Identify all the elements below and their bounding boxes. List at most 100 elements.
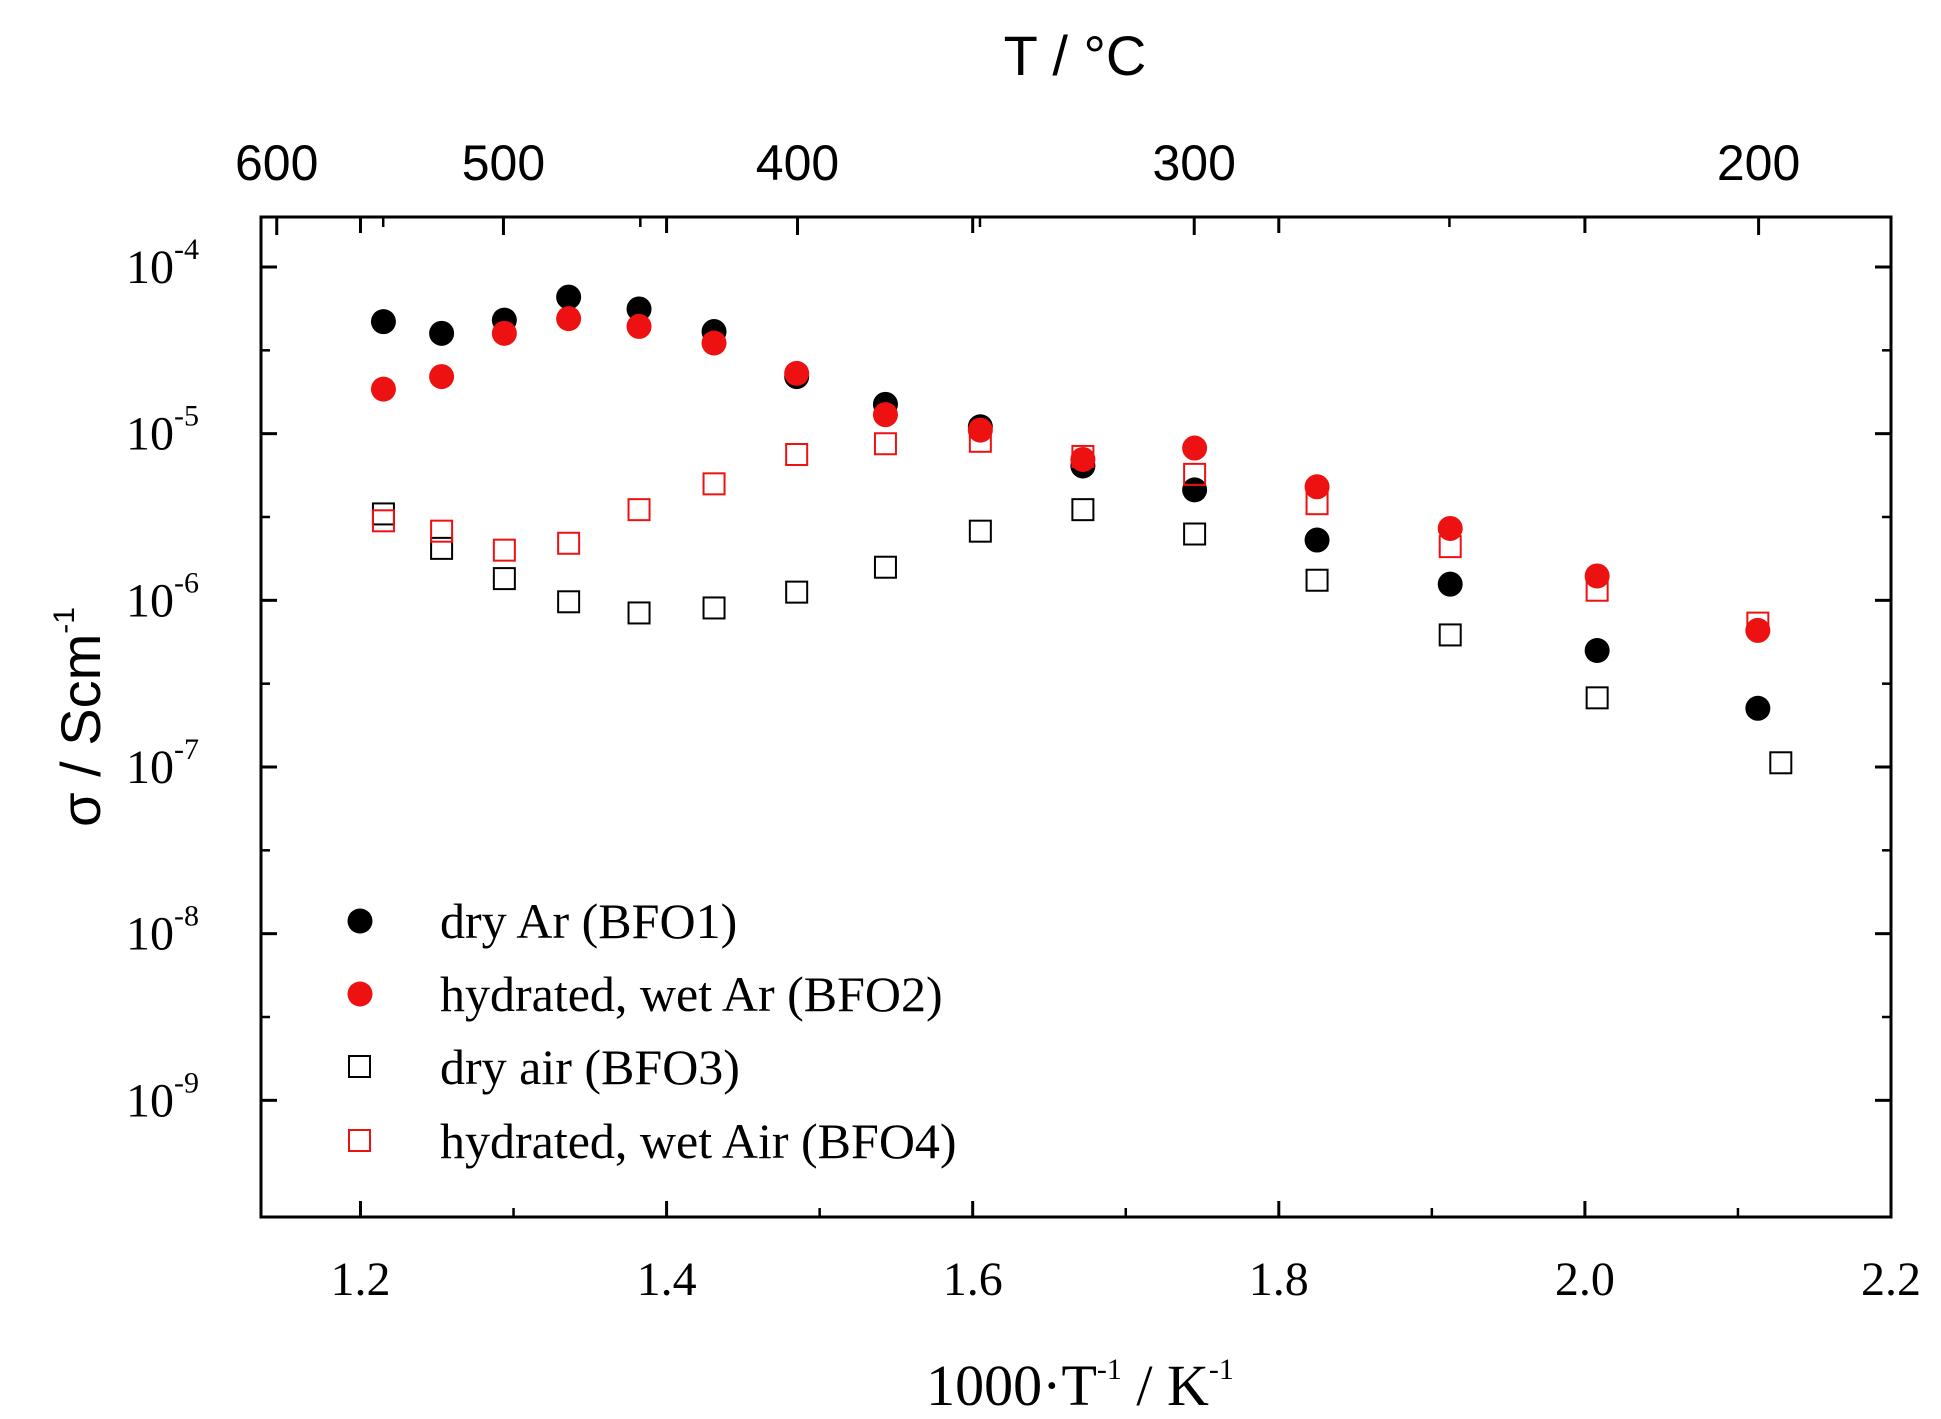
data-point [701,330,727,356]
y-tick-base: 10 [126,908,174,961]
legend-label-dry-ar: dry Ar (BFO1) [440,893,737,949]
data-point [1584,638,1610,664]
data-point [556,284,582,310]
data-point [1584,563,1610,589]
data-point [1071,498,1095,522]
top-tick-label: 600 [235,135,318,191]
y-tick-base: 10 [126,408,174,461]
data-point [702,472,726,496]
legend-label-dry-air: dry air (BFO3) [440,1039,740,1095]
y-tick-exponent: -6 [174,566,199,599]
data-point [429,320,455,346]
legend-label-wet-air: hydrated, wet Air (BFO4) [440,1113,957,1169]
data-point [1305,492,1329,516]
data-point [1304,527,1330,553]
data-point [626,296,652,322]
data-point [1305,568,1329,592]
legend-marker-dry-air [348,1055,371,1078]
data-point [1745,617,1771,643]
x-axis-title-sup1: -1 [1097,1353,1122,1386]
data-point [785,442,809,466]
top-axis: 600 500 400 300 200 [235,135,1800,235]
data-point [371,509,395,533]
legend-marker-dry-ar [347,908,373,934]
y-tick-exponent: -7 [174,733,199,766]
data-point [785,580,809,604]
top-tick-label: 400 [756,135,839,191]
data-point [1304,474,1330,500]
x-tick-label: 2.2 [1861,1253,1921,1306]
data-point [873,432,897,456]
data-point [1437,571,1463,597]
data-point [1745,695,1771,721]
y-tick-exponent: -8 [174,900,199,933]
x-axis-title: 1000·T-1 / K-1 [926,1353,1234,1418]
data-point [1071,444,1095,468]
data-point [872,402,898,428]
y-tick-exponent: -4 [174,233,199,266]
top-tick-label: 500 [462,135,545,191]
y-tick-exponent: -5 [174,400,199,433]
data-point [492,567,516,591]
x-axis-title-mid: / K [1122,1353,1209,1418]
minor-ticks [261,349,1891,1217]
y-axis-title-sup: -1 [48,607,81,634]
top-tick-label: 200 [1717,135,1800,191]
x-tick-label: 2.0 [1555,1253,1615,1306]
y-tick-label: 10-5 [126,400,199,461]
data-point [1438,535,1462,559]
data-point [557,531,581,555]
y-tick-label: 10-8 [126,900,199,961]
data-point [626,313,652,339]
top-tick-label: 300 [1153,135,1236,191]
data-point [430,519,454,543]
y-tick-exponent: -9 [174,1066,199,1099]
data-point [430,536,454,560]
data-point [1182,477,1208,503]
legend-marker-wet-ar [347,981,373,1007]
data-point [1769,751,1793,775]
data-point [702,596,726,620]
data-point [968,429,992,453]
data-point [1070,446,1096,472]
data-point [627,601,651,625]
y-axis-title-main: σ / Scm [49,634,112,827]
data-point [1182,435,1208,461]
data-point [1585,578,1609,602]
y-tick-label: 10-9 [126,1066,199,1127]
data-point [556,306,582,332]
data-point [492,538,516,562]
x-axis-title-sup2: -1 [1209,1353,1234,1386]
data-point [429,364,455,390]
legend-label-wet-ar: hydrated, wet Ar (BFO2) [440,966,943,1022]
data-point [784,360,810,386]
legend-marker-wet-air [348,1129,371,1152]
x-tick-label: 1.2 [330,1253,390,1306]
data-point [370,309,396,335]
series-3 [371,429,1770,635]
x-tick-label: 1.8 [1249,1253,1309,1306]
y-tick-base: 10 [126,1074,174,1127]
data-point [627,498,651,522]
data-points [370,284,1793,775]
data-point [1585,686,1609,710]
plot-frame [259,215,1893,1219]
data-point [1183,462,1207,486]
data-point [968,519,992,543]
legend: dry Ar (BFO1) hydrated, wet Ar (BFO2) dr… [347,893,957,1169]
y-tick-base: 10 [126,574,174,627]
x-tick-label: 1.6 [943,1253,1003,1306]
x-axis-title-main: 1000·T [926,1353,1097,1418]
data-point [1437,515,1463,541]
data-point [873,555,897,579]
data-point [1746,611,1770,635]
x-tick-label: 1.4 [637,1253,697,1306]
data-point [1438,623,1462,647]
data-point [1183,522,1207,546]
y-tick-label: 10-6 [126,566,199,627]
left-axis: 10-410-510-610-710-810-9 [126,233,1891,1127]
bottom-axis: 1.2 1.4 1.6 1.8 2.0 2.2 [330,217,1921,1306]
data-point [557,590,581,614]
